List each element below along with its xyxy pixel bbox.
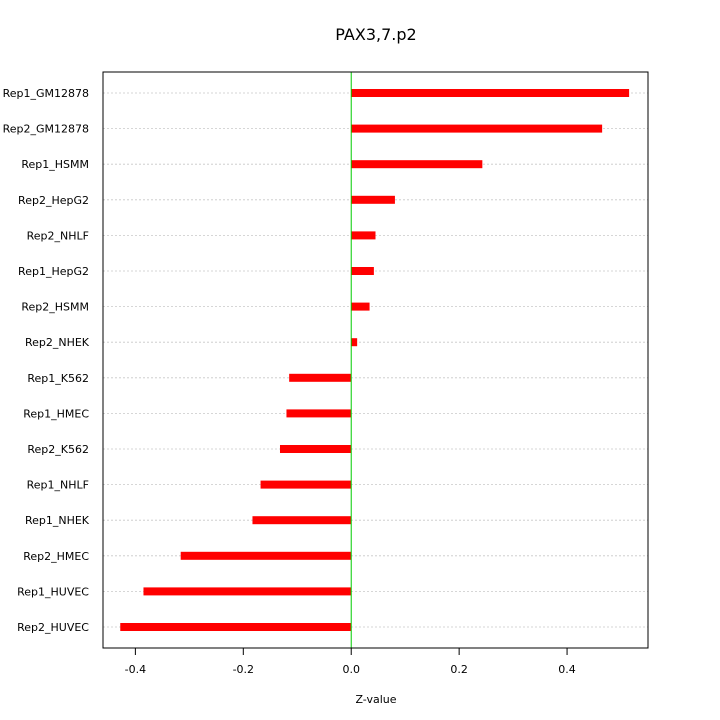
bar-rep2-gm12878	[351, 124, 603, 133]
bar-rep1-nhek	[252, 516, 352, 525]
bar-rep1-hsmm	[351, 160, 483, 169]
bar-rep2-k562	[279, 445, 352, 453]
y-tick-label: Rep1_K562	[27, 372, 89, 385]
bar-rep1-huvec	[143, 587, 352, 596]
y-tick-label: Rep1_GM12878	[3, 87, 89, 100]
bar-rep1-gm12878	[351, 89, 630, 97]
y-tick-label: Rep2_HepG2	[18, 194, 89, 207]
x-axis: -0.4 -0.2 0.0 0.2 0.4	[125, 647, 576, 676]
x-axis-label: Z-value	[355, 693, 396, 706]
bar-rep2-hepg2	[351, 195, 395, 204]
x-tick-label: -0.2	[233, 663, 254, 676]
bar-rep1-hmec	[286, 409, 352, 418]
y-tick-label: Rep1_HUVEC	[17, 585, 89, 598]
grid	[103, 92, 648, 628]
y-tick-label: Rep1_HepG2	[18, 265, 89, 278]
bar-rep2-nhlf	[351, 231, 376, 240]
bar-rep2-nhek	[351, 338, 358, 347]
y-tick-label: Rep1_HSMM	[21, 158, 89, 171]
y-tick-label: Rep1_HMEC	[23, 407, 89, 420]
plot-frame	[102, 71, 649, 649]
x-tick-label: 0.4	[558, 663, 576, 676]
y-tick-label: Rep1_NHLF	[27, 479, 89, 492]
y-tick-label: Rep2_K562	[27, 443, 89, 456]
x-tick-label: 0.0	[342, 663, 360, 676]
y-tick-label: Rep2_NHLF	[27, 229, 89, 242]
bar-rep2-huvec	[120, 623, 352, 631]
x-tick-label: -0.4	[125, 663, 146, 676]
y-tick-label: Rep1_NHEK	[25, 514, 90, 527]
y-tick-label: Rep2_HSMM	[21, 301, 89, 314]
y-tick-label: Rep2_NHEK	[25, 336, 90, 349]
chart-title: PAX3,7.p2	[335, 25, 416, 44]
bar-rep2-hsmm	[351, 302, 370, 311]
bar-rep1-nhlf	[260, 480, 352, 489]
y-tick-label: Rep2_GM12878	[3, 123, 89, 136]
y-axis-labels: Rep1_GM12878 Rep2_GM12878 Rep1_HSMM Rep2_He…	[3, 87, 90, 634]
bar-rep1-k562	[289, 373, 352, 382]
x-tick-label: 0.2	[450, 663, 468, 676]
y-tick-label: Rep2_HMEC	[23, 550, 89, 563]
y-tick-label: Rep2_HUVEC	[17, 621, 89, 634]
bars	[120, 89, 630, 631]
bar-rep1-hepg2	[351, 267, 374, 275]
bar-rep2-hmec	[180, 551, 352, 560]
